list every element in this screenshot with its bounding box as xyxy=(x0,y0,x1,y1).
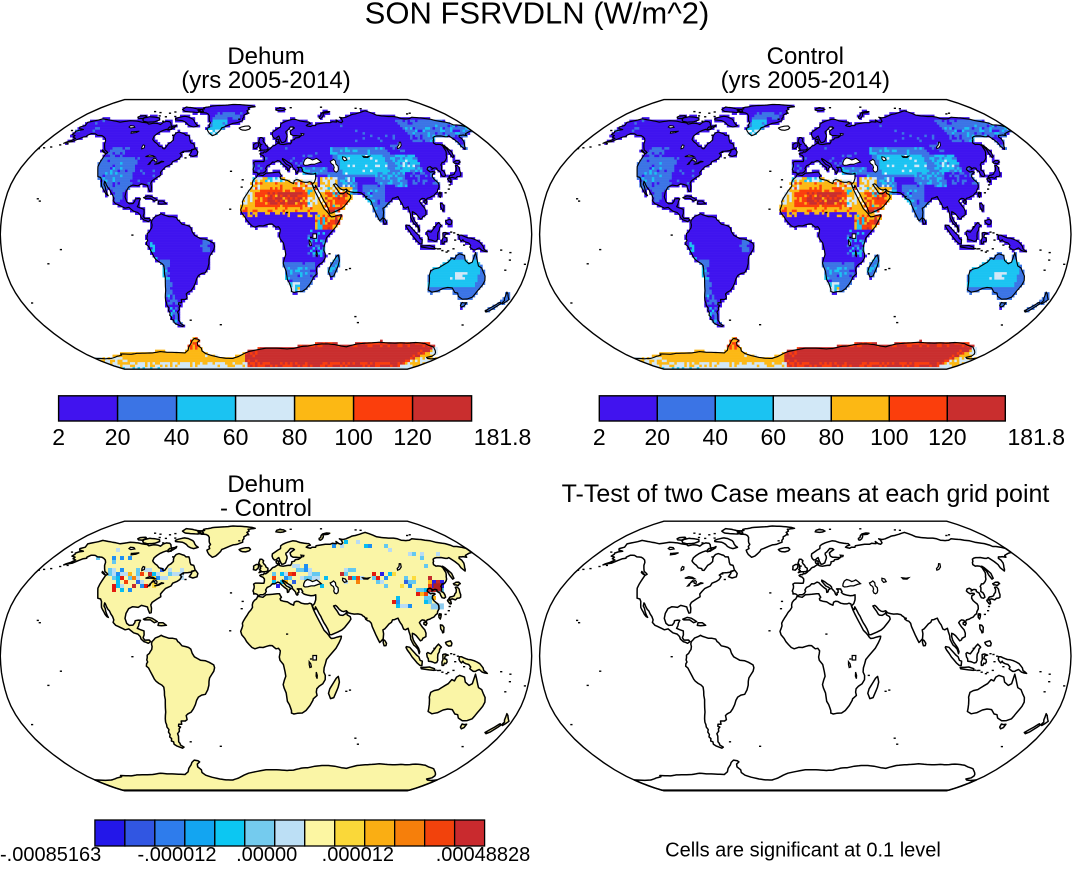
svg-text:Dehum: Dehum xyxy=(227,471,304,498)
svg-text:-.00085163: -.00085163 xyxy=(0,844,101,866)
svg-text:-.000012: -.000012 xyxy=(138,844,217,866)
svg-text:80: 80 xyxy=(282,424,308,450)
svg-text:40: 40 xyxy=(164,424,190,450)
svg-text:120: 120 xyxy=(928,424,966,450)
svg-text:80: 80 xyxy=(819,424,845,450)
svg-text:Control: Control xyxy=(767,43,844,70)
svg-text:181.8: 181.8 xyxy=(1008,424,1066,450)
svg-text:- Control: - Control xyxy=(220,495,312,522)
svg-text:2: 2 xyxy=(52,424,65,450)
svg-text:SON FSRVDLN (W/m^2): SON FSRVDLN (W/m^2) xyxy=(365,0,710,30)
svg-text:20: 20 xyxy=(645,424,671,450)
svg-text:.00000: .00000 xyxy=(236,844,297,866)
svg-text:(yrs 2005-2014): (yrs 2005-2014) xyxy=(181,67,350,94)
svg-text:T-Test of two Case means at ea: T-Test of two Case means at each grid po… xyxy=(562,480,1050,508)
svg-text:Dehum: Dehum xyxy=(227,43,304,70)
svg-text:181.8: 181.8 xyxy=(474,424,532,450)
svg-text:2: 2 xyxy=(593,424,606,450)
svg-text:100: 100 xyxy=(334,424,372,450)
svg-text:.000012: .000012 xyxy=(322,844,394,866)
svg-text:120: 120 xyxy=(393,424,431,450)
svg-text:40: 40 xyxy=(703,424,729,450)
svg-text:Cells are significant at 0.1 l: Cells are significant at 0.1 level xyxy=(665,840,941,862)
svg-text:(yrs 2005-2014): (yrs 2005-2014) xyxy=(721,67,890,94)
svg-text:60: 60 xyxy=(223,424,249,450)
svg-text:.00048828: .00048828 xyxy=(436,844,531,866)
svg-text:60: 60 xyxy=(761,424,787,450)
svg-text:20: 20 xyxy=(105,424,131,450)
svg-text:100: 100 xyxy=(870,424,908,450)
